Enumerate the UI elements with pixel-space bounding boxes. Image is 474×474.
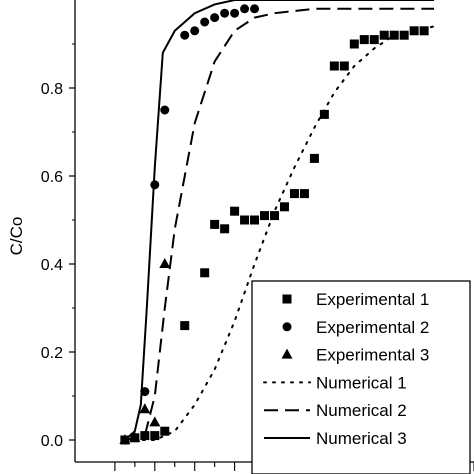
data-point-experimental-1: [349, 39, 359, 49]
data-point-experimental-2: [140, 387, 150, 397]
legend-swatch: [282, 294, 292, 304]
data-point-experimental-1: [160, 426, 170, 436]
data-point-experimental-2: [220, 8, 230, 18]
data-point-experimental-1: [329, 61, 339, 71]
data-point-experimental-1: [419, 26, 429, 36]
legend-label: Numerical 2: [316, 401, 407, 420]
legend-label: Numerical 1: [316, 373, 407, 392]
data-point-experimental-1: [289, 189, 299, 199]
data-point-experimental-1: [250, 215, 260, 225]
data-point-experimental-2: [240, 4, 250, 14]
data-point-experimental-1: [270, 211, 279, 221]
data-point-experimental-2: [210, 13, 220, 23]
legend-box: [251, 280, 471, 474]
data-point-experimental-2: [160, 105, 170, 115]
y-axis-label: C/Co: [7, 217, 26, 256]
legend-swatch: [282, 322, 292, 332]
y-tick-label: 0.2: [41, 345, 63, 362]
data-point-experimental-1: [200, 268, 210, 278]
data-point-experimental-1: [339, 61, 349, 71]
y-tick-label: 0.4: [41, 257, 63, 274]
data-point-experimental-1: [210, 219, 220, 229]
data-point-experimental-3: [139, 403, 151, 414]
data-point-experimental-2: [200, 17, 210, 27]
legend-label: Numerical 3: [316, 429, 407, 448]
y-tick-label: 0.6: [41, 169, 63, 186]
data-point-experimental-1: [389, 30, 399, 40]
data-point-experimental-2: [180, 30, 190, 40]
series-line-numerical-1: [123, 25, 436, 441]
series-line-numerical-2: [124, 7, 435, 441]
data-point-experimental-1: [220, 224, 230, 234]
data-point-experimental-1: [140, 431, 150, 441]
data-point-experimental-1: [230, 206, 240, 216]
plot-lines: [123, 0, 436, 441]
data-point-experimental-1: [260, 211, 270, 221]
legend: Experimental 1 Experimental 2 Experimental…: [251, 280, 471, 474]
data-point-experimental-1: [240, 215, 250, 225]
data-point-experimental-3: [159, 258, 171, 268]
data-point-experimental-3: [149, 416, 161, 427]
data-point-experimental-1: [319, 109, 329, 119]
data-point-experimental-2: [190, 26, 200, 36]
data-point-experimental-2: [230, 8, 240, 18]
data-point-experimental-1: [409, 26, 419, 36]
data-point-experimental-1: [279, 202, 289, 212]
data-point-experimental-1: [379, 30, 389, 40]
legend-label: Experimental 2: [316, 318, 429, 337]
data-point-experimental-1: [309, 153, 319, 163]
legend-label: Experimental 3: [316, 346, 429, 365]
data-point-experimental-1: [150, 431, 160, 441]
data-point-experimental-1: [180, 321, 190, 331]
data-point-experimental-1: [359, 35, 369, 45]
data-point-experimental-1: [299, 189, 309, 199]
plot-points: [119, 4, 429, 445]
data-point-experimental-1: [369, 35, 379, 45]
legend-swatch: [281, 348, 293, 359]
series-line-numerical-3: [124, 0, 435, 441]
y-tick-label: 0.0: [41, 433, 63, 450]
y-tick-label: 0.8: [41, 81, 63, 98]
legend-label: Experimental 1: [316, 290, 429, 309]
data-point-experimental-3: [129, 431, 141, 442]
data-point-experimental-2: [250, 4, 260, 14]
data-point-experimental-3: [119, 434, 131, 444]
data-point-experimental-2: [150, 180, 160, 190]
data-point-experimental-1: [399, 30, 409, 40]
